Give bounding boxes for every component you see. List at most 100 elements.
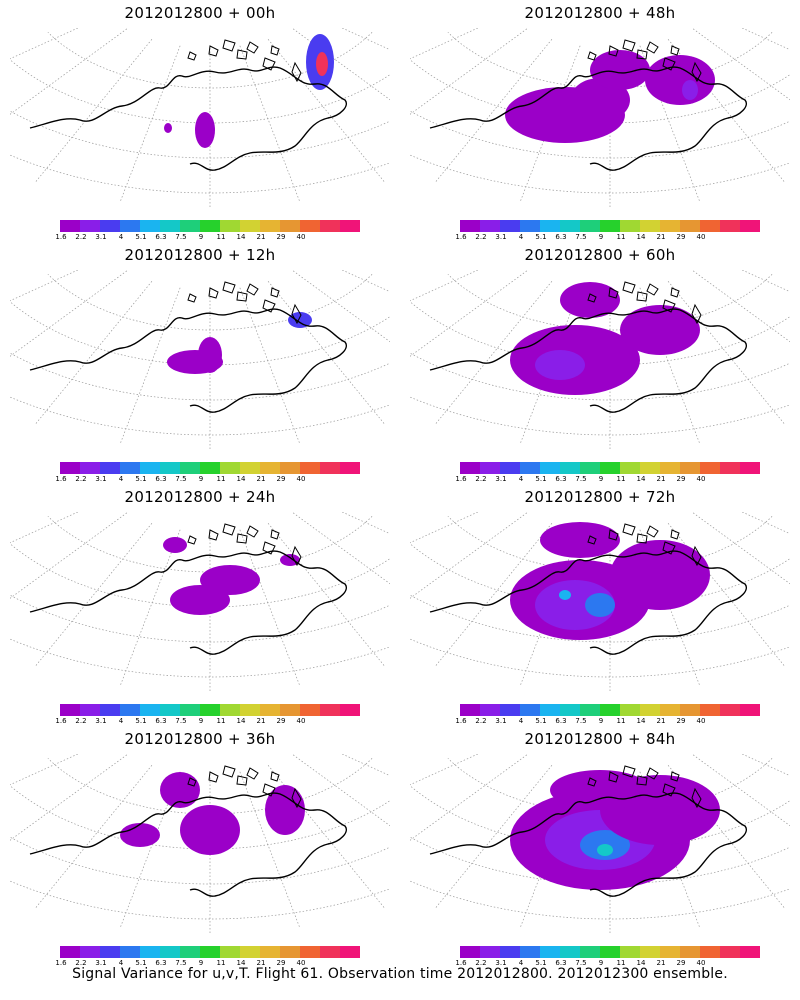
arctic-islands xyxy=(187,765,302,809)
colorbar-tick-label: 40 xyxy=(296,959,306,967)
colorbar-swatch xyxy=(700,946,720,958)
colorbar-tick-label: 14 xyxy=(636,717,646,725)
colorbar-swatch xyxy=(460,462,480,474)
longitude-line xyxy=(435,765,553,909)
longitude-line xyxy=(267,281,385,425)
colorbar-labels: 1.6 2.2 3.1 4 5.1 6.3 7.5 9 11 14 21 29 40 xyxy=(455,475,760,485)
colorbar-swatch xyxy=(80,704,100,716)
colorbar-swatch xyxy=(340,220,360,232)
colorbar-swatch xyxy=(260,220,280,232)
longitude-line xyxy=(10,512,128,599)
colorbar-swatch xyxy=(60,462,80,474)
colorbar-tick-label: 40 xyxy=(696,959,706,967)
forecast-panel: 2012012800 + 24h 1.6 2.2 3.1 4 5.1 6.3 7.5 9 11 14… xyxy=(0,484,400,726)
longitude-line xyxy=(10,270,128,357)
longitude-line xyxy=(35,765,153,909)
colorbar-tick-label: 29 xyxy=(276,959,286,967)
coastline xyxy=(29,66,347,171)
colorbar-tick-label: 1.6 xyxy=(455,959,467,967)
colorbar-tick-label: 40 xyxy=(296,475,306,483)
colorbar-tick-label: 7.5 xyxy=(575,475,587,483)
colorbar-tick-label: 7.5 xyxy=(575,959,587,967)
colorbar-tick-label: 6.3 xyxy=(555,717,567,725)
colorbar xyxy=(460,462,760,474)
colorbar-swatch xyxy=(200,462,220,474)
arctic-islands xyxy=(187,281,302,325)
colorbar-swatch xyxy=(580,704,600,716)
colorbar-swatch xyxy=(80,220,100,232)
colorbar-swatch xyxy=(300,946,320,958)
colorbar-swatch xyxy=(600,220,620,232)
latitude-line xyxy=(410,59,790,124)
colorbar-tick-label: 7.5 xyxy=(175,233,187,241)
longitude-line xyxy=(341,512,390,535)
colorbar-swatch xyxy=(220,704,240,716)
colorbar-tick-label: 29 xyxy=(276,233,286,241)
variance-contour xyxy=(620,305,700,355)
longitude-line xyxy=(410,754,528,841)
colorbar-labels: 1.6 2.2 3.1 4 5.1 6.3 7.5 9 11 14 21 29 40 xyxy=(55,475,360,485)
variance-map xyxy=(410,28,790,208)
colorbar-swatch xyxy=(260,946,280,958)
variance-map xyxy=(410,270,790,450)
coastline xyxy=(29,792,347,897)
colorbar-swatch xyxy=(560,462,580,474)
colorbar-swatch xyxy=(560,946,580,958)
longitude-line xyxy=(35,281,153,425)
variance-contour xyxy=(590,50,650,90)
colorbar-tick-label: 21 xyxy=(656,475,666,483)
colorbar-swatch xyxy=(340,946,360,958)
variance-contour xyxy=(198,337,222,373)
variance-map xyxy=(10,512,390,692)
colorbar-swatch xyxy=(480,946,500,958)
colorbar-swatch xyxy=(600,462,620,474)
colorbar-swatch xyxy=(140,462,160,474)
colorbar-swatch xyxy=(80,946,100,958)
variance-contour xyxy=(288,312,312,328)
colorbar-swatch xyxy=(600,946,620,958)
arctic-islands xyxy=(587,39,702,83)
colorbar-tick-label: 11 xyxy=(616,717,626,725)
colorbar-swatch xyxy=(580,462,600,474)
longitude-line xyxy=(341,754,390,777)
colorbar-swatch xyxy=(160,462,180,474)
colorbar-swatch xyxy=(240,462,260,474)
colorbar-swatch xyxy=(180,462,200,474)
longitude-line xyxy=(741,28,790,51)
colorbar-swatch xyxy=(340,704,360,716)
colorbar-swatch xyxy=(500,704,520,716)
colorbar-tick-label: 6.3 xyxy=(155,475,167,483)
colorbar-swatch xyxy=(500,220,520,232)
colorbar-tick-label: 40 xyxy=(696,475,706,483)
latitude-line xyxy=(10,59,390,124)
colorbar-labels: 1.6 2.2 3.1 4 5.1 6.3 7.5 9 11 14 21 29 40 xyxy=(55,717,360,727)
colorbar-tick-label: 1.6 xyxy=(455,233,467,241)
colorbar-swatch xyxy=(460,220,480,232)
colorbar-swatch xyxy=(60,220,80,232)
colorbar-tick-label: 14 xyxy=(236,717,246,725)
colorbar-swatch xyxy=(740,462,760,474)
colorbar-swatch xyxy=(160,220,180,232)
panel-title: 2012012800 + 60h xyxy=(524,246,676,264)
longitude-line xyxy=(410,28,479,60)
colorbar-swatch xyxy=(320,946,340,958)
colorbar-tick-label: 2.2 xyxy=(475,717,487,725)
panel-title: 2012012800 + 36h xyxy=(124,730,276,748)
longitude-line xyxy=(410,28,528,115)
variance-contour xyxy=(164,123,172,133)
forecast-panel: 2012012800 + 84h 1.6 2.2 3.1 4 5.1 6.3 7.5 9 11 14… xyxy=(400,726,800,968)
colorbar-tick-label: 9 xyxy=(198,233,204,241)
variance-contour xyxy=(535,580,615,630)
colorbar-swatch xyxy=(520,220,540,232)
colorbar-swatch xyxy=(740,220,760,232)
graticule xyxy=(10,270,390,450)
colorbar-tick-label: 9 xyxy=(598,959,604,967)
latitude-line xyxy=(410,301,790,366)
colorbar-tick-label: 4 xyxy=(118,717,124,725)
colorbar-swatch xyxy=(540,704,560,716)
longitude-line xyxy=(35,39,153,183)
colorbar-tick-label: 1.6 xyxy=(455,475,467,483)
longitude-line xyxy=(667,281,785,425)
longitude-line xyxy=(435,281,553,425)
colorbar-tick-label: 21 xyxy=(256,959,266,967)
